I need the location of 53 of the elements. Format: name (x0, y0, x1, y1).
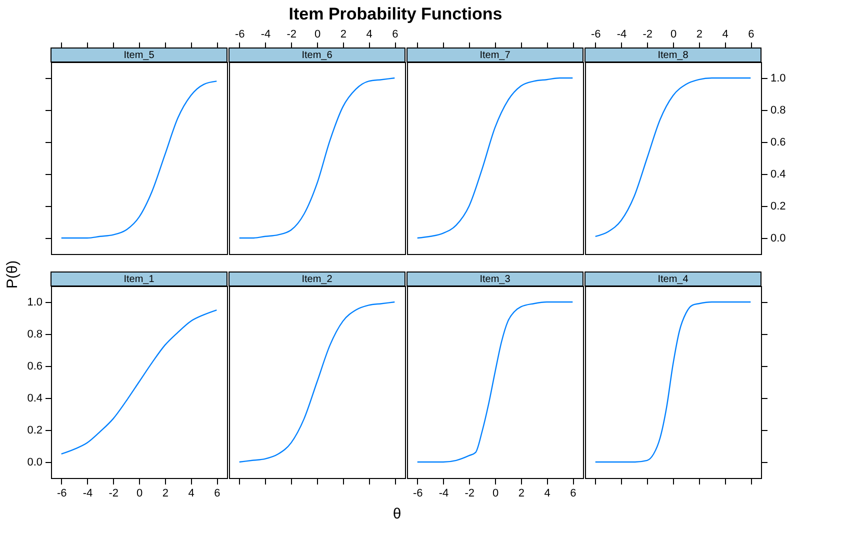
x-tick-label: 2 (518, 488, 524, 500)
x-tick-label: 0 (136, 488, 143, 500)
chart-title: Item_6 (302, 50, 333, 61)
y-tick-label: 0.4 (770, 168, 786, 180)
y-tick-label: 0.0 (770, 232, 786, 244)
chart-title: Item_3 (480, 274, 511, 285)
x-tick-label: -4 (438, 488, 449, 500)
text: θ (392, 506, 402, 522)
x-tick-label: 4 (544, 488, 550, 500)
x-tick-label: 4 (188, 488, 194, 500)
x-tick-label: -2 (286, 28, 297, 40)
y-tick-label: 0.6 (770, 136, 786, 148)
x-tick-label: 6 (214, 488, 220, 500)
x-tick-label: -6 (234, 28, 245, 40)
x-tick-label: 4 (722, 28, 728, 40)
chart-title: Item_1 (124, 274, 155, 285)
x-tick-label: -4 (616, 28, 627, 40)
x-tick-label: -6 (590, 28, 601, 40)
y-tick-label: 0.4 (27, 392, 42, 404)
y-tick-label: 0.0 (27, 456, 42, 468)
x-tick-label: 0 (670, 28, 677, 40)
x-tick-label: 6 (392, 28, 398, 40)
y-tick-label: 1.0 (770, 72, 786, 84)
x-tick-label: 2 (162, 488, 168, 500)
chart-title: Item_2 (302, 274, 333, 285)
y-tick-label: 0.2 (27, 424, 42, 436)
x-tick-label: -2 (642, 28, 653, 40)
y-tick-label: 0.8 (770, 104, 786, 116)
x-tick-label: -2 (464, 488, 475, 500)
x-tick-label: -6 (56, 488, 67, 500)
chart-title: Item_7 (480, 50, 511, 61)
x-tick-label: 2 (696, 28, 702, 40)
chart-title: Item_5 (124, 50, 155, 61)
x-tick-label: 0 (314, 28, 321, 40)
x-tick-label: -6 (412, 488, 423, 500)
chart-title: Item_8 (658, 50, 689, 61)
x-tick-label: 4 (366, 28, 372, 40)
x-tick-label: -2 (108, 488, 119, 500)
x-tick-label: 6 (570, 488, 576, 500)
chart-title: Item_4 (658, 274, 689, 285)
line-series (594, 77, 752, 237)
y-tick-label: 0.2 (770, 200, 786, 212)
x-tick-label: 6 (748, 28, 754, 40)
x-tick-label: 2 (340, 28, 346, 40)
text: P(θ) (4, 260, 22, 289)
y-tick-label: 0.6 (27, 360, 42, 372)
x-tick-label: -4 (82, 488, 93, 500)
y-tick-label: 0.8 (27, 328, 42, 340)
x-tick-label: -4 (260, 28, 271, 40)
x-tick-label: 0 (492, 488, 499, 500)
line-series (60, 309, 218, 455)
y-tick-label: 1.0 (27, 296, 42, 308)
text: Item Probability Functions (288, 4, 502, 24)
